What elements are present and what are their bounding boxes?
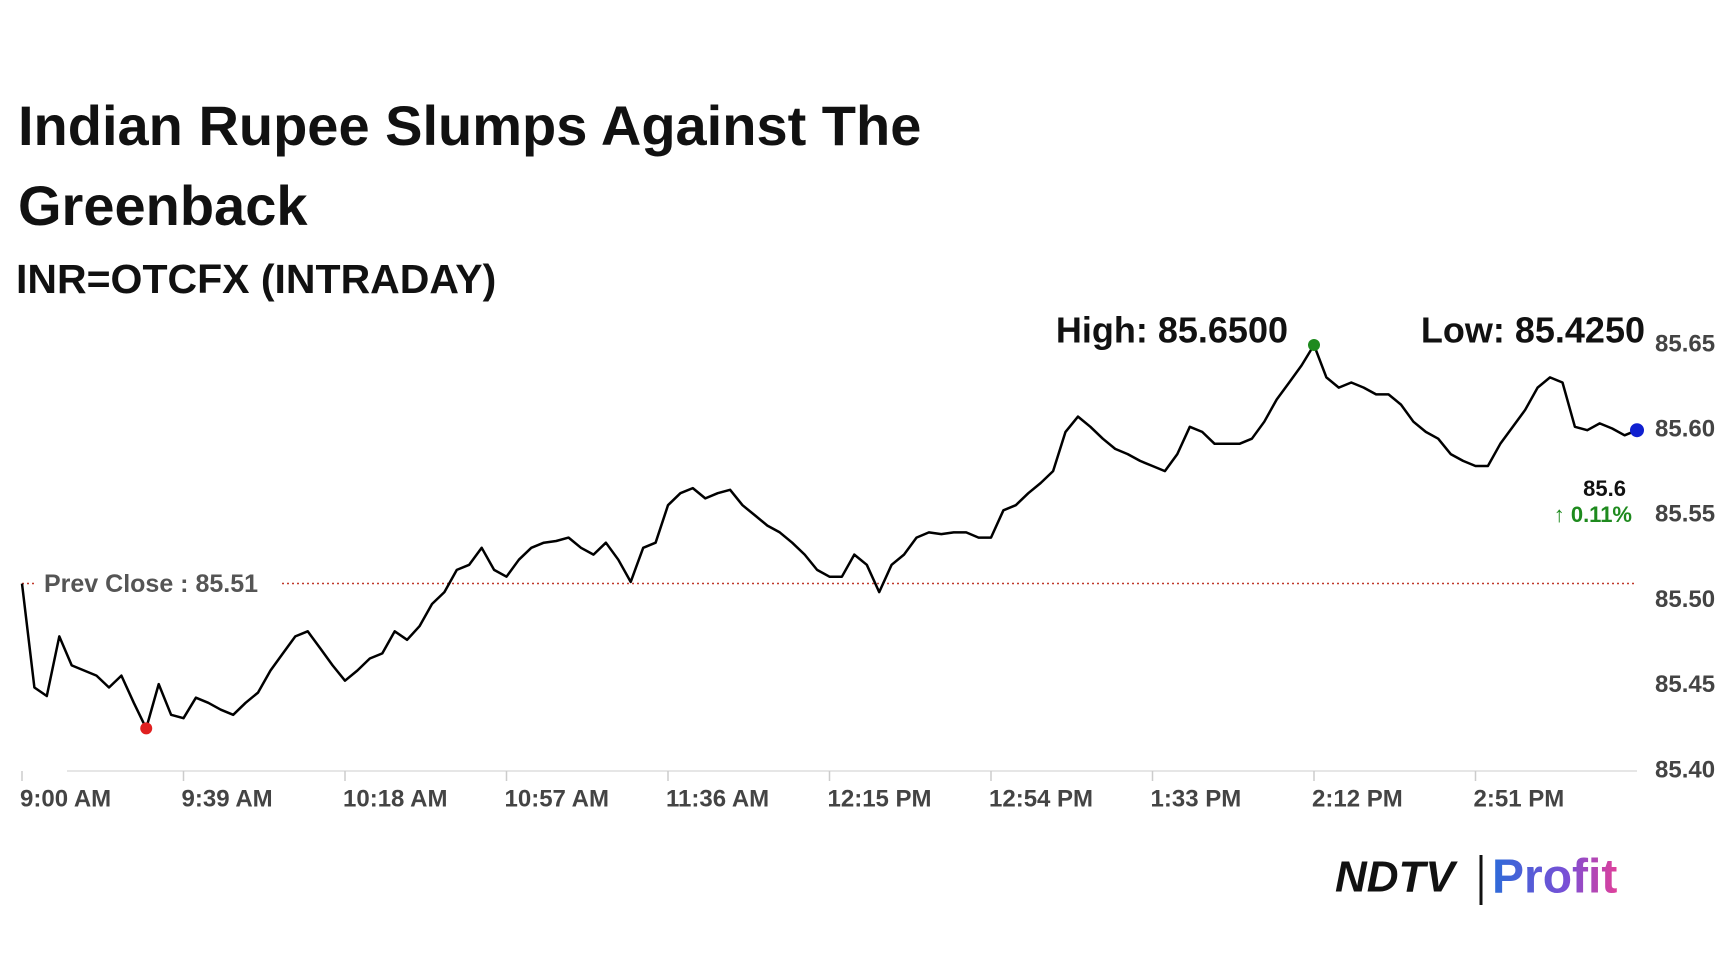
y-tick-label: 85.45: [1655, 671, 1715, 698]
change-label: ↑ 0.11%: [1554, 502, 1632, 527]
last-label: 85.6: [1583, 476, 1626, 501]
high-label: High: 85.6500: [1056, 310, 1288, 351]
y-tick-label: 85.55: [1655, 501, 1715, 528]
low-dot: [140, 722, 153, 735]
y-tick-label: 85.65: [1655, 330, 1715, 357]
chart-subtitle: INR=OTCFX (INTRADAY): [16, 256, 496, 302]
x-tick-label: 10:57 AM: [505, 785, 609, 812]
brand-right: Profit: [1492, 851, 1617, 904]
prev-close-label: Prev Close : 85.51: [44, 570, 258, 598]
y-tick-label: 85.50: [1655, 586, 1715, 613]
x-tick-label: 10:18 AM: [343, 785, 447, 812]
y-tick-label: 85.60: [1655, 416, 1715, 443]
x-tick-label: 2:12 PM: [1312, 785, 1403, 812]
x-tick-label: 9:00 AM: [20, 785, 111, 812]
x-tick-label: 9:39 AM: [182, 785, 273, 812]
price-line: [20, 343, 1638, 730]
chart-title: Indian Rupee Slumps Against The Greenback: [18, 94, 921, 237]
brand-left: NDTV: [1335, 853, 1458, 902]
last-dot: [1630, 423, 1644, 438]
high-dot: [1308, 339, 1320, 351]
y-tick-label: 85.40: [1655, 756, 1715, 783]
x-tick-label: 2:51 PM: [1474, 785, 1565, 812]
low-label: Low: 85.4250: [1421, 310, 1645, 351]
x-tick-label: 11:36 AM: [666, 785, 769, 812]
prev-close-bg: [34, 565, 279, 602]
x-tick-label: 12:54 PM: [989, 785, 1093, 812]
x-tick-label: 1:33 PM: [1151, 785, 1242, 812]
x-tick-label: 12:15 PM: [828, 785, 932, 812]
